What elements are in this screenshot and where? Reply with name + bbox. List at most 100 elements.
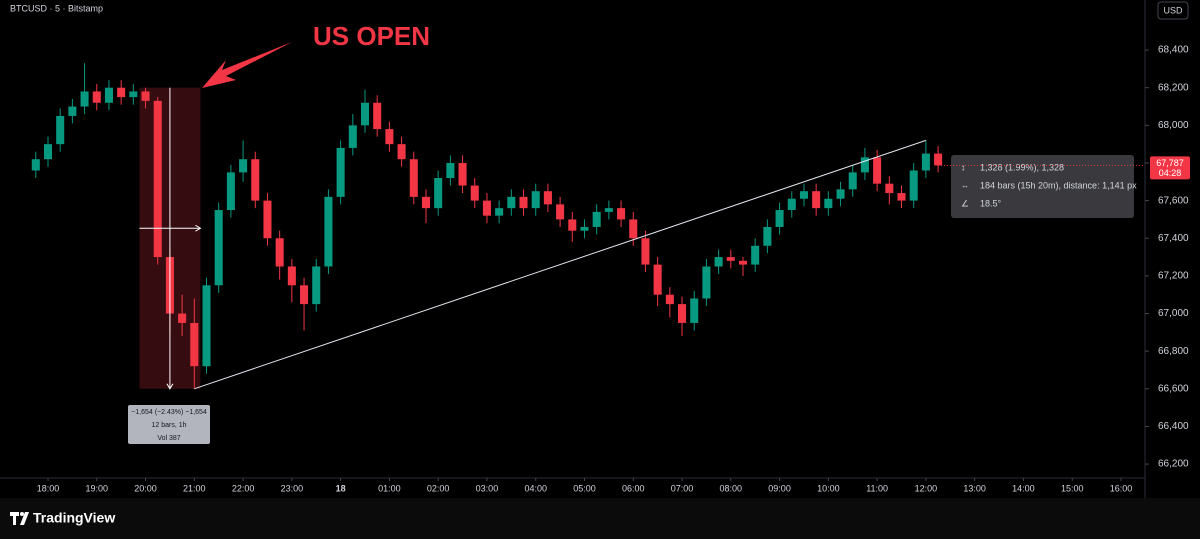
x-tick-label: 03:00 [476, 483, 499, 493]
range-measure-text: 12 bars, 1h [151, 422, 186, 429]
candle-body [714, 257, 723, 267]
candle-body [336, 147, 345, 197]
candle-body [458, 162, 467, 186]
candle-body [653, 264, 662, 295]
candle-body [848, 172, 857, 190]
candle-body [885, 183, 894, 194]
candle-body [397, 144, 406, 160]
candle-body [348, 125, 357, 148]
candle-body [763, 226, 772, 246]
candle-body [860, 157, 869, 173]
countdown: 04:28 [1159, 168, 1182, 178]
x-tick-label: 23:00 [281, 483, 304, 493]
x-tick-label: 01:00 [378, 483, 401, 493]
x-tick-label: 18 [336, 483, 346, 493]
range-measure-text: Vol 387 [157, 435, 180, 442]
candle-body [202, 285, 211, 367]
candle-body [543, 191, 552, 205]
candle-body [824, 198, 833, 209]
plot-area [31, 63, 943, 389]
x-tick-label: 06:00 [622, 483, 645, 493]
x-tick-label: 08:00 [720, 483, 743, 493]
candle-body [324, 196, 333, 267]
candle-body [641, 238, 650, 265]
candle-body [702, 266, 711, 299]
symbol-header: BTCUSD · 5 · Bitstamp [10, 3, 103, 13]
y-tick-label: 66,600 [1158, 383, 1189, 394]
candle-body [482, 200, 491, 216]
currency-button[interactable] [1157, 1, 1189, 20]
x-tick-label: 10:00 [817, 483, 840, 493]
candle-body [360, 102, 370, 126]
candle-body [214, 210, 223, 286]
y-tick-label: 67,200 [1158, 271, 1189, 282]
candle-body [690, 298, 699, 323]
candle-body [251, 159, 260, 201]
candle-body [873, 157, 882, 184]
y-tick-label: 68,200 [1158, 82, 1189, 93]
candle-body [226, 172, 235, 211]
candle-body [117, 87, 126, 98]
currency-label[interactable]: USD [1163, 5, 1183, 15]
y-tick-label: 66,400 [1158, 421, 1189, 432]
candle-body [56, 115, 65, 145]
candle-body [446, 162, 455, 179]
candle-body [665, 294, 674, 305]
candle-body [385, 129, 394, 145]
candle-body [812, 191, 821, 209]
range-arrow-head [195, 224, 202, 232]
candle-body [678, 304, 687, 323]
candle-body [787, 198, 796, 211]
x-tick-label: 16:00 [1110, 483, 1133, 493]
trend-measure-text: 1,328 (1.99%), 1,328 [980, 162, 1064, 172]
candle-body [470, 185, 479, 201]
x-tick-label: 15:00 [1061, 483, 1084, 493]
trend-measure-box [951, 155, 1134, 218]
last-price-tag [1150, 156, 1190, 180]
x-tick-label: 12:00 [915, 483, 938, 493]
candle-body [531, 191, 540, 209]
candle-body [604, 208, 613, 212]
candle-body [921, 153, 930, 171]
candle-body [104, 87, 113, 103]
candle-body [617, 208, 626, 220]
candle-body [751, 245, 760, 265]
candle-body [738, 260, 748, 265]
candle-body [263, 200, 272, 239]
annotation-headline: US OPEN [313, 21, 430, 51]
range-measure-text: −1,654 (−2.43%) −1,654 [131, 409, 207, 416]
candle-body [726, 257, 735, 261]
y-tick-label: 66,200 [1158, 459, 1189, 470]
range-measure-box [128, 405, 210, 444]
candle-body [568, 219, 577, 231]
x-tick-label: 09:00 [768, 483, 791, 493]
x-tick-label: 19:00 [85, 483, 108, 493]
candle-body [141, 91, 150, 101]
trend-measure-text: 184 bars (15h 20m), distance: 1,141 px [980, 180, 1137, 190]
candle-body [275, 238, 284, 267]
candle-body [421, 196, 431, 209]
x-tick-label: 13:00 [963, 483, 986, 493]
brand-logo [10, 512, 29, 525]
candle-body [934, 153, 943, 166]
candle-body [434, 178, 443, 209]
x-tick-label: 14:00 [1012, 483, 1035, 493]
brand-name: TradingView [33, 510, 115, 526]
x-tick-label: 02:00 [427, 483, 450, 493]
candle-body [80, 91, 89, 107]
candle-body [68, 106, 77, 116]
trend-measure-text: 18.5° [980, 198, 1002, 208]
candle-body [92, 91, 101, 103]
candle-body [373, 102, 382, 130]
candle-body [239, 159, 248, 173]
y-tick-label: 67,000 [1158, 308, 1189, 319]
candle-body [312, 266, 321, 305]
y-tick-label: 68,400 [1158, 45, 1189, 56]
candle-body [495, 208, 504, 216]
annotation-arrow [202, 42, 292, 88]
candle-body [31, 159, 40, 171]
y-tick-label: 68,000 [1158, 120, 1189, 131]
candle-body [897, 193, 906, 201]
